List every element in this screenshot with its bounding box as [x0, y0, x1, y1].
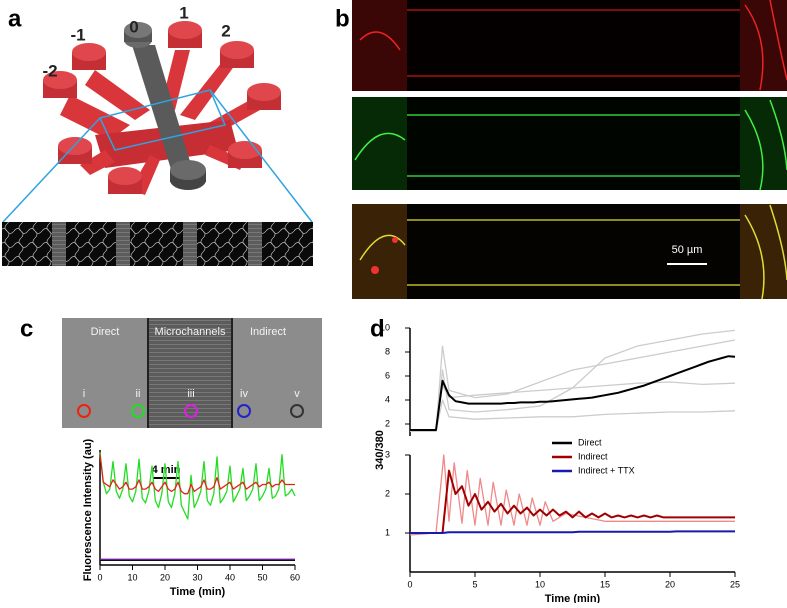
- device: [2, 21, 313, 223]
- x-tick-label: 60: [290, 572, 300, 582]
- legend-label: Indirect + TTX: [578, 465, 635, 475]
- y-tick-label: 10: [380, 322, 390, 332]
- port-label: 1: [179, 3, 188, 22]
- x-tick-label: 15: [600, 579, 610, 589]
- series-line: [410, 469, 735, 534]
- region-label: Direct: [91, 326, 120, 338]
- series-line: [410, 381, 736, 432]
- x-tick-label: 25: [730, 579, 740, 589]
- y-axis-label: 340/380: [374, 430, 386, 470]
- x-tick-label: 0: [407, 579, 412, 589]
- x-tick-label: 10: [535, 579, 545, 589]
- series-line: [99, 454, 295, 495]
- x-tick-label: 5: [472, 579, 477, 589]
- y-tick-label: 1: [385, 527, 390, 537]
- roi-circles: [77, 404, 304, 418]
- y-tick-label: 6: [385, 370, 390, 380]
- series-line: [99, 452, 296, 520]
- x-axis-label: Time (min): [170, 586, 226, 598]
- y-axis-label: Fluorescence Intensity (au): [82, 438, 94, 581]
- panel-label: a: [8, 5, 22, 32]
- y-tick-label: 3: [385, 449, 390, 459]
- port-label: -1: [70, 25, 85, 44]
- roi-label: ii: [136, 388, 141, 400]
- roi-label: iv: [240, 388, 248, 400]
- region-label: Indirect: [250, 326, 286, 338]
- roi-label: v: [294, 388, 300, 400]
- x-tick-label: 20: [665, 579, 675, 589]
- series-line: [410, 339, 736, 432]
- y-tick-label: 8: [385, 346, 390, 356]
- x-tick-label: 20: [160, 572, 170, 582]
- y-tick-label: 4: [385, 394, 390, 404]
- port-label: -2: [42, 61, 57, 80]
- micrograph-green: [352, 97, 787, 191]
- x-tick-label: 50: [257, 572, 267, 582]
- panel-label: b: [335, 5, 350, 32]
- micrograph-strip: [2, 222, 313, 266]
- series-line: [410, 530, 735, 534]
- scale-bar-label: 50 µm: [672, 244, 703, 256]
- port-label: 2: [221, 21, 230, 40]
- micrograph-merged: [352, 204, 787, 300]
- x-axis-label: Time (min): [545, 593, 601, 603]
- panel-label: d: [370, 315, 385, 342]
- y-tick-label: 2: [385, 418, 390, 428]
- port-label: 0: [129, 17, 138, 36]
- x-tick-label: 40: [225, 572, 235, 582]
- x-tick-label: 30: [192, 572, 202, 582]
- micrograph-red: [352, 0, 787, 91]
- series-line: [410, 355, 736, 431]
- series-line: [410, 329, 736, 432]
- legend-label: Indirect: [578, 451, 608, 461]
- y-tick-label: 2: [385, 488, 390, 498]
- brightfield-image: [62, 318, 322, 428]
- series-line: [409, 454, 735, 536]
- legend-label: Direct: [578, 437, 602, 447]
- x-tick-label: 10: [127, 572, 137, 582]
- series-line: [410, 399, 736, 432]
- panel-label: c: [20, 315, 33, 342]
- roi-label: i: [83, 388, 85, 400]
- region-label: Microchannels: [155, 326, 226, 338]
- x-tick-label: 0: [97, 572, 102, 582]
- roi-label: iii: [187, 388, 194, 400]
